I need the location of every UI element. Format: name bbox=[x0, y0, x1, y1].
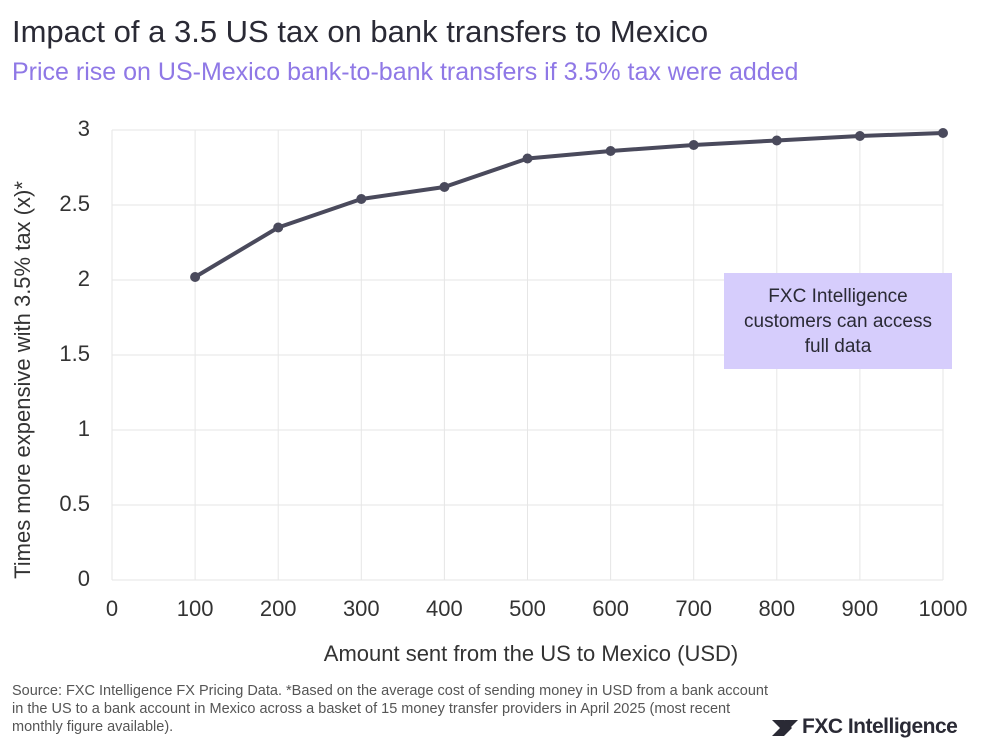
x-tick-label: 800 bbox=[758, 596, 795, 621]
data-point bbox=[439, 182, 450, 192]
y-tick-label: 0.5 bbox=[59, 491, 90, 516]
y-tick-label: 3 bbox=[78, 116, 90, 141]
data-point bbox=[688, 140, 699, 150]
y-tick-label: 2.5 bbox=[59, 191, 90, 216]
x-tick-label: 0 bbox=[106, 596, 118, 621]
brand-name: FXC Intelligence bbox=[802, 715, 958, 738]
x-tick-label: 400 bbox=[426, 596, 463, 621]
x-tick-label: 1000 bbox=[919, 596, 968, 621]
x-tick-label: 900 bbox=[842, 596, 879, 621]
chart-title: Impact of a 3.5 US tax on bank transfers… bbox=[12, 14, 709, 49]
data-point bbox=[938, 128, 948, 138]
x-tick-label: 700 bbox=[675, 596, 712, 621]
data-point bbox=[273, 222, 284, 233]
data-point bbox=[190, 272, 201, 282]
y-tick-label: 0 bbox=[78, 566, 90, 591]
x-tick-label: 200 bbox=[260, 596, 297, 621]
x-tick-label: 500 bbox=[509, 596, 546, 621]
y-tick-label: 1 bbox=[78, 416, 90, 441]
data-point bbox=[854, 131, 865, 141]
x-tick-label: 600 bbox=[592, 596, 629, 621]
x-tick-label: 300 bbox=[343, 596, 380, 621]
data-point bbox=[605, 146, 616, 156]
x-tick-label: 100 bbox=[177, 596, 214, 621]
source-note: Source: FXC Intelligence FX Pricing Data… bbox=[12, 683, 769, 735]
y-tick-label: 2 bbox=[78, 266, 90, 291]
chart-subtitle: Price rise on US-Mexico bank-to-bank tra… bbox=[12, 58, 799, 86]
data-point bbox=[771, 135, 782, 146]
y-tick-label: 1.5 bbox=[59, 341, 90, 366]
annotation: FXC Intelligence customers can access fu… bbox=[724, 273, 952, 369]
data-point bbox=[356, 194, 367, 204]
brand-logo bbox=[772, 720, 798, 736]
data-line bbox=[194, 131, 944, 279]
x-axis-label: Amount sent from the US to Mexico (USD) bbox=[324, 641, 738, 666]
y-axis-label: Times more expensive with 3.5% tax (x)* bbox=[10, 181, 35, 579]
data-point bbox=[522, 153, 533, 164]
chart: Amount sent from the US to Mexico (USD) … bbox=[10, 116, 968, 666]
